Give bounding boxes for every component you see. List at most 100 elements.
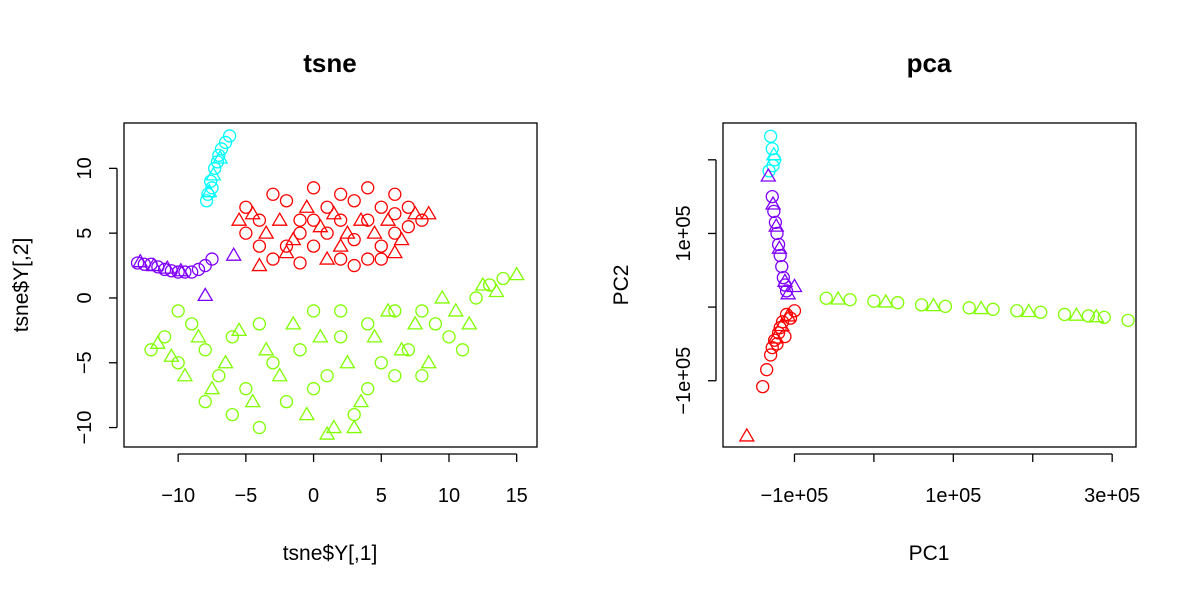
tsne-point-circle: [293, 213, 307, 227]
tsne-point-triangle: [312, 218, 329, 233]
tsne-point-circle: [347, 407, 361, 422]
tsne-x-axis: −10 −5 0 5 10 15: [161, 453, 528, 507]
pca-point-circle: [1081, 309, 1095, 323]
pca-x-tick-label: 1e+05: [925, 485, 981, 507]
tsne-point-triangle: [379, 302, 397, 317]
tsne-point-circle: [334, 304, 348, 318]
pca-point-triangle: [877, 293, 894, 308]
tsne-point-circle: [225, 407, 239, 422]
tsne-point-circle: [320, 369, 334, 383]
tsne-point-triangle: [447, 302, 464, 317]
tsne-point-triangle: [190, 328, 207, 343]
tsne-point-circle: [199, 194, 214, 208]
tsne-point-circle: [212, 369, 226, 383]
tsne-point-triangle: [420, 354, 437, 369]
tsne-point-triangle: [197, 287, 214, 302]
tsne-point-circle: [334, 213, 348, 227]
tsne-point-triangle: [230, 211, 248, 226]
tsne-point-triangle: [145, 257, 162, 272]
tsne-point-triangle: [172, 262, 190, 277]
pca-point-triangle: [768, 217, 785, 232]
pca-point-circle: [764, 129, 778, 143]
tsne-point-circle: [347, 258, 361, 273]
tsne-point-triangle: [163, 347, 180, 362]
pca-title: pca: [907, 48, 952, 78]
tsne-y-tick-label: 5: [74, 228, 96, 239]
tsne-points: [130, 129, 525, 440]
tsne-point-circle: [306, 382, 321, 396]
tsne-point-triangle: [339, 354, 356, 369]
tsne-point-triangle: [474, 276, 491, 291]
pca-point-circle: [1121, 313, 1135, 327]
tsne-point-circle: [361, 252, 375, 266]
tsne-point-triangle: [420, 205, 437, 220]
pca-x-axis-label: PC1: [909, 542, 950, 565]
tsne-point-circle: [428, 317, 443, 331]
pca-point-circle: [1010, 304, 1024, 318]
tsne-point-triangle: [244, 393, 261, 408]
tsne-point-triangle: [393, 341, 410, 356]
tsne-point-circle: [157, 262, 172, 277]
pca-point-triangle: [776, 273, 794, 287]
tsne-point-circle: [347, 232, 361, 247]
tsne-point-triangle: [217, 354, 234, 369]
tsne-point-triangle: [176, 367, 194, 382]
tsne-point-circle: [306, 181, 321, 195]
pca-point-circle: [787, 304, 802, 318]
pca-point-circle: [771, 237, 786, 252]
tsne-title: tsne: [303, 48, 356, 78]
pca-point-circle: [843, 293, 857, 307]
tsne-point-triangle: [312, 328, 329, 343]
tsne-point-circle: [191, 262, 206, 277]
tsne-point-circle: [252, 213, 267, 227]
tsne-point-triangle: [332, 237, 349, 252]
pca-point-triangle: [779, 285, 797, 300]
tsne-x-tick-label: 10: [438, 485, 460, 507]
tsne-point-triangle: [346, 419, 363, 434]
tsne-point-triangle: [393, 231, 410, 246]
tsne-point-circle: [239, 382, 253, 396]
tsne-point-circle: [214, 142, 229, 156]
tsne-point-circle: [266, 252, 280, 266]
pca-point-circle: [764, 348, 778, 362]
tsne-point-circle: [130, 256, 145, 270]
pca-point-circle: [938, 299, 953, 314]
tsne-point-triangle: [244, 205, 261, 220]
pca-point-circle: [1034, 305, 1048, 319]
tsne-point-triangle: [508, 266, 525, 281]
tsne-point-circle: [144, 343, 158, 357]
tsne-point-circle: [171, 304, 185, 318]
tsne-point-triangle: [366, 328, 383, 343]
tsne-point-circle: [361, 317, 375, 331]
tsne-point-circle: [496, 271, 510, 286]
tsne-point-triangle: [325, 419, 343, 434]
tsne-point-circle: [334, 187, 348, 201]
tsne-y-tick-label: −5: [74, 351, 96, 374]
pca-point-triangle: [765, 146, 782, 161]
tsne-point-circle: [374, 239, 388, 253]
tsne-point-circle: [279, 194, 294, 208]
pca-point-circle: [770, 226, 784, 241]
tsne-point-triangle: [225, 246, 242, 261]
tsne-point-circle: [374, 252, 388, 266]
tsne-point-circle: [293, 343, 307, 357]
tsne-point-circle: [334, 252, 348, 266]
tsne-point-circle: [279, 239, 294, 253]
tsne-point-circle: [225, 330, 239, 344]
tsne-point-triangle: [285, 315, 302, 330]
pca-point-circle: [867, 294, 881, 308]
pca-point-circle: [986, 302, 1000, 316]
tsne-point-triangle: [298, 406, 315, 421]
tsne-x-tick-label: −10: [161, 485, 195, 507]
pca-point-circle: [773, 248, 787, 263]
tsne-point-circle: [266, 356, 280, 370]
tsne-point-circle: [374, 356, 388, 370]
tsne-point-triangle: [205, 166, 222, 181]
pca-x-tick-label: −1e+05: [761, 485, 829, 507]
tsne-point-circle: [320, 226, 334, 240]
pca-point-circle: [765, 340, 779, 355]
tsne-point-circle: [361, 213, 375, 227]
tsne-x-tick-label: 5: [376, 485, 387, 507]
tsne-point-triangle: [339, 224, 356, 239]
tsne-point-triangle: [488, 283, 505, 298]
